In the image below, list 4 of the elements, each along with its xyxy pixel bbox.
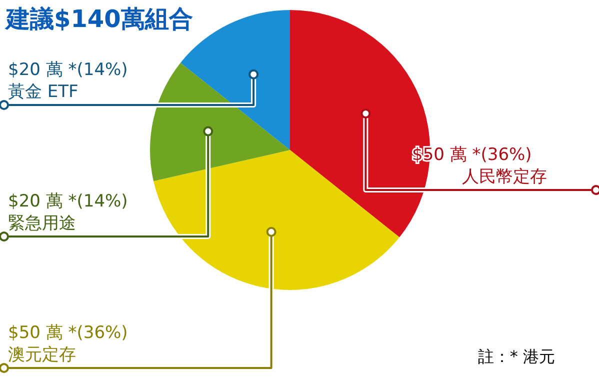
- text: 註：* 港元: [478, 347, 555, 366]
- chart-title: 建議$140萬組合: [4, 5, 193, 33]
- pie-slice: [150, 62, 290, 182]
- pie-slice: [154, 150, 400, 290]
